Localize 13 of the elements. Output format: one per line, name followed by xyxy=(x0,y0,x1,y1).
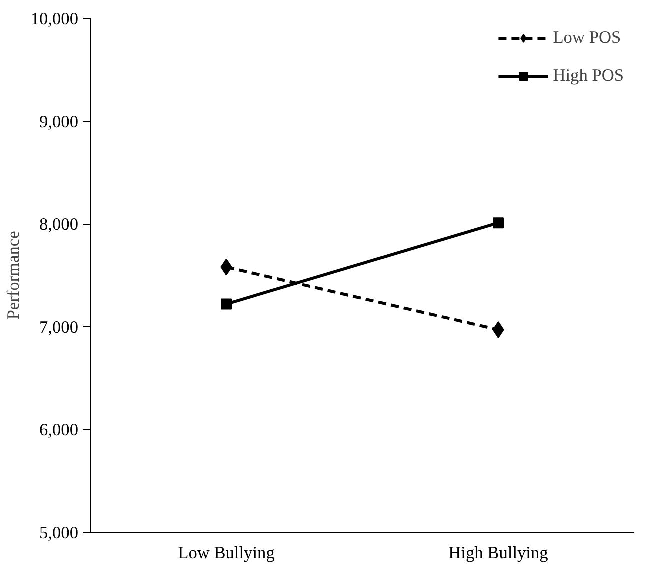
y-tick-label: 6,000 xyxy=(40,420,79,440)
point xyxy=(493,218,504,229)
y-tick-label: 8,000 xyxy=(40,215,79,234)
x-tick-label: Low Bullying xyxy=(178,544,276,562)
y-tick-label: 10,000 xyxy=(30,10,79,28)
legend-label: High POS xyxy=(553,66,624,86)
x-tick-label: High Bullying xyxy=(448,544,549,562)
y-tick-label: 9,000 xyxy=(40,112,79,132)
legend-label: Low POS xyxy=(553,28,622,48)
y-tick-label: 7,000 xyxy=(40,318,79,337)
y-tick-label: 5,000 xyxy=(40,524,79,542)
point xyxy=(221,298,232,310)
y-axis-title: Performance xyxy=(4,230,23,320)
